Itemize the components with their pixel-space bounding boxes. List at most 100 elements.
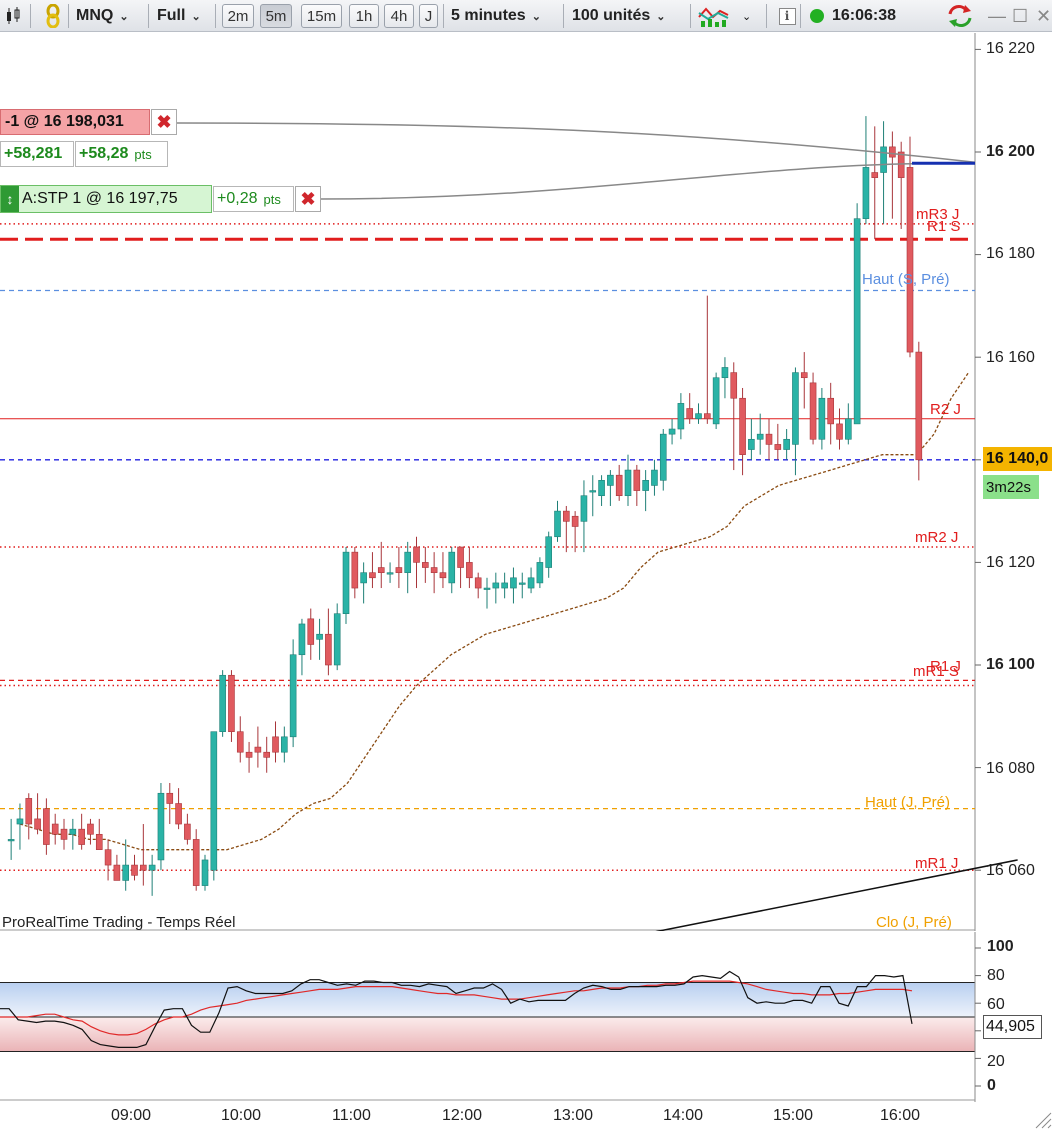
- symbol-dropdown[interactable]: MNQ ⌄: [76, 2, 129, 30]
- candle-body: [483, 587, 491, 590]
- pnl-points-box: +58,28 pts: [75, 141, 168, 167]
- candle-body: [527, 577, 535, 589]
- candle-body: [404, 551, 411, 573]
- candle-body: [580, 495, 588, 522]
- rsi-overbought-zone: [0, 982, 975, 1017]
- candle-body: [316, 633, 323, 640]
- cancel-stop-icon[interactable]: ✖: [295, 186, 321, 212]
- stop-pnl-box: +0,28 pts: [213, 186, 294, 212]
- timeframe-2m-button[interactable]: 2m: [222, 4, 254, 28]
- timeframe-15m-button[interactable]: 15m: [301, 4, 342, 28]
- candle-body: [34, 818, 41, 830]
- indicators-chevron-icon[interactable]: ⌄: [742, 10, 752, 23]
- timeframe-day-button[interactable]: J: [419, 4, 438, 28]
- time-tick: 13:00: [553, 1107, 594, 1124]
- candle-body: [651, 469, 658, 486]
- candle-body: [16, 818, 24, 825]
- timeframe-1h-button[interactable]: 1h: [349, 4, 379, 28]
- rsi-tick: 60: [987, 996, 1005, 1013]
- level-label-mr2-j: mR2 J: [915, 529, 959, 546]
- pnl-cash: +58,281: [0, 141, 74, 167]
- chart-mode-dropdown[interactable]: Full ⌄: [157, 2, 201, 30]
- candle-body: [51, 823, 59, 835]
- rsi-tick: 20: [987, 1053, 1005, 1070]
- candle-body: [87, 823, 94, 835]
- timeframe-5m-button[interactable]: 5m: [260, 4, 292, 28]
- candle-body: [140, 864, 147, 871]
- candle-body: [78, 828, 85, 845]
- pnl-points: +58,28: [79, 145, 129, 162]
- resize-grip-icon[interactable]: [1030, 1107, 1052, 1129]
- candle-body: [615, 474, 623, 497]
- close-position-icon[interactable]: ✖: [151, 109, 177, 135]
- stop-order[interactable]: ↕ A:STP 1 @ 16 197,75: [0, 185, 212, 213]
- candle-body: [545, 536, 552, 568]
- link-chain-icon[interactable]: [42, 4, 64, 28]
- indicators-icon[interactable]: [698, 5, 732, 27]
- time-tick: 12:00: [442, 1107, 483, 1124]
- rsi-tick: 0: [987, 1077, 996, 1094]
- stop-link-curve: [319, 162, 976, 200]
- candle-body: [342, 551, 350, 615]
- chevron-down-icon: ⌄: [191, 10, 201, 23]
- info-icon[interactable]: i: [776, 5, 798, 27]
- candle-body: [131, 864, 138, 876]
- candle-body: [25, 798, 33, 825]
- chevron-down-icon: ⌄: [119, 10, 129, 23]
- candle-body: [333, 613, 341, 666]
- candlestick-icon[interactable]: [2, 5, 24, 27]
- units-dropdown[interactable]: 100 unités ⌄: [572, 2, 665, 30]
- candle-body: [228, 674, 235, 732]
- price-tick: 16 160: [986, 349, 1035, 366]
- candle-body: [765, 433, 773, 445]
- candle-body: [245, 751, 253, 758]
- refresh-icon[interactable]: [946, 5, 974, 27]
- candle-body: [730, 372, 738, 399]
- stop-pnl: +0,28: [217, 190, 258, 207]
- candle-body: [686, 408, 693, 420]
- candle-body: [659, 433, 667, 481]
- candle-body: [184, 823, 191, 840]
- time-tick: 10:00: [221, 1107, 262, 1124]
- level-label-haut-j-pre: Haut (J, Pré): [865, 794, 951, 811]
- candle-body: [201, 859, 209, 886]
- candle-body: [862, 167, 870, 219]
- candle-body: [448, 551, 456, 584]
- maximize-icon[interactable]: ☐: [1012, 6, 1029, 26]
- candle-body: [122, 864, 130, 881]
- data-feed-credit: ProRealTime Trading - Temps Réel: [2, 914, 236, 931]
- drag-handle-icon[interactable]: ↕: [1, 186, 19, 212]
- chevron-down-icon: ⌄: [656, 10, 666, 23]
- level-label-r2-j: R2 J: [930, 401, 961, 418]
- candle-body: [95, 833, 103, 850]
- candle-body: [298, 623, 306, 656]
- minimize-icon[interactable]: —: [988, 6, 1006, 26]
- candle-body: [598, 480, 605, 497]
- rsi-line: [0, 970, 913, 1049]
- candle-body: [818, 397, 826, 440]
- timeframe-4h-button[interactable]: 4h: [384, 4, 414, 28]
- candle-body: [712, 377, 720, 425]
- candle-body: [430, 567, 438, 573]
- candle-body: [219, 674, 226, 732]
- candle-body: [897, 151, 905, 178]
- candle-body: [175, 803, 182, 825]
- close-window-icon[interactable]: ✕: [1036, 6, 1052, 26]
- candle-body: [677, 403, 685, 430]
- candle-body: [774, 444, 782, 450]
- period-dropdown[interactable]: 5 minutes ⌄: [451, 2, 541, 30]
- clock: 16:06:38: [832, 7, 897, 24]
- price-chart[interactable]: [0, 33, 1052, 931]
- candle-body: [192, 839, 200, 886]
- level-label-clo-j-pre: Clo (J, Pré): [876, 914, 952, 931]
- candle-body: [386, 572, 394, 575]
- position-order-label[interactable]: -1 @ 16 198,031: [0, 109, 150, 135]
- time-tick: 15:00: [773, 1107, 814, 1124]
- candle-body: [369, 572, 376, 579]
- candle-body: [554, 510, 561, 538]
- candle-body: [104, 849, 112, 866]
- candle-body: [422, 562, 429, 568]
- candle-body: [827, 397, 834, 425]
- candle-body: [148, 864, 156, 871]
- rsi-panel[interactable]: [0, 932, 1052, 1102]
